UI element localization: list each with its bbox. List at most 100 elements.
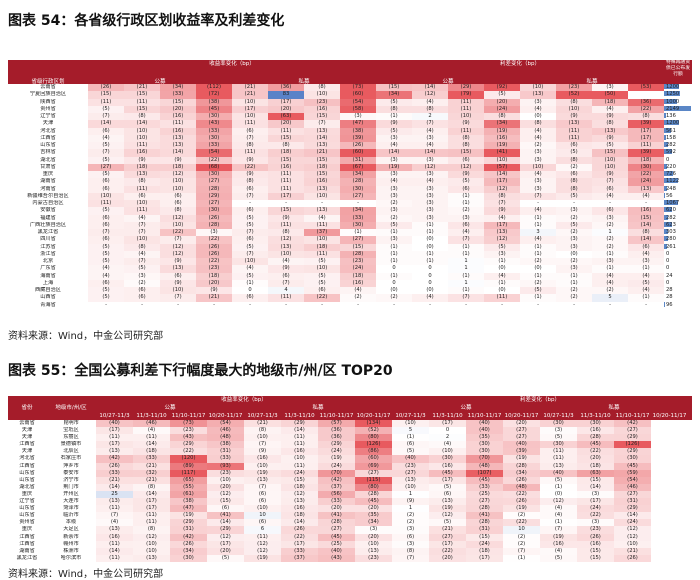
value-cell: (12) — [412, 91, 448, 99]
table-row: 黑龙江省 哈尔滨市 (11) (13) (30) (5) (19) (37) (43) (23)(… — [8, 554, 692, 562]
value-cell: (17) — [466, 554, 503, 562]
value-cell: (9) — [448, 171, 484, 179]
value-cell: (4) — [628, 287, 664, 295]
value-cell: (134) — [355, 420, 392, 428]
value-cell: (41) — [207, 512, 244, 520]
value-cell: (10) — [448, 113, 484, 121]
value-cell: (7) — [484, 200, 520, 208]
value-cell: (6) — [392, 533, 429, 541]
table-54-header: 收益率变化（bp） 利差变化（bp） 特殊再融资债已公布发行额 省级行政区划 公募 私募 公… — [8, 60, 692, 93]
value-cell: (16) — [281, 505, 318, 513]
special-bond-cell: 0 — [664, 280, 692, 287]
value-cell: (13) — [484, 229, 520, 237]
header-region-label: 省级行政区划 — [31, 79, 65, 85]
value-cell: (33) — [318, 498, 355, 506]
value-cell: (22) — [429, 547, 466, 555]
value-cell: (33) — [340, 214, 376, 222]
value-cell: (29) — [170, 441, 207, 449]
value-cell: (28) — [340, 250, 376, 258]
header-spread-change: 利差变化（bp） — [500, 61, 540, 67]
value-cell: (8) — [124, 243, 160, 251]
value-cell: (34) — [484, 120, 520, 128]
value-cell: (10) — [207, 476, 244, 484]
value-cell: (8) — [520, 120, 556, 128]
value-cell: (3) — [520, 98, 556, 106]
special-bond-bar — [664, 200, 678, 205]
value-cell: (50) — [592, 91, 628, 99]
value-cell: (15) — [281, 476, 318, 484]
table-row: 青海省 - - - - - - - - - - - - - - - - 96 — [8, 301, 692, 309]
value-cell: (17) — [628, 134, 664, 142]
value-cell: (1) — [520, 214, 556, 222]
value-cell: (40) — [466, 420, 503, 428]
header-period: 10/27-11/3 — [395, 413, 426, 419]
value-cell: (19) — [484, 142, 520, 150]
value-cell: (18) — [340, 272, 376, 280]
city-name: 荆门市 — [63, 483, 79, 490]
value-cell: (45) — [355, 498, 392, 506]
header-group-public: 公募 — [154, 79, 166, 85]
value-cell: (3) — [340, 113, 376, 121]
region-name: 广东省 — [40, 265, 56, 272]
special-bond-cell: 0 — [664, 265, 692, 272]
value-cell: (11) — [281, 434, 318, 442]
value-cell: (8) — [133, 483, 170, 491]
value-cell: (2) — [448, 207, 484, 215]
value-cell: (33) — [196, 127, 232, 135]
value-cell: (20) — [355, 533, 392, 541]
value-cell: (15) — [304, 171, 340, 179]
value-cell: 1 — [448, 279, 484, 287]
value-cell: (3) — [124, 272, 160, 280]
value-cell: (8) — [628, 113, 664, 121]
special-bond-bar — [664, 84, 679, 89]
value-cell: (17) — [133, 505, 170, 513]
table-row: 辽宁省 大连市 (13) (17) (38) (15) (6) (13) (33) (45) (9)… — [8, 498, 692, 506]
table-row: 重庆 大足区 (13) (8) (31) (29) 6 (26) (27) (3) (3) (21)(… — [8, 526, 692, 534]
value-cell: (20) — [160, 105, 196, 113]
value-cell: (2) — [556, 287, 592, 295]
value-cell: (26) — [196, 250, 232, 258]
value-cell: (11) — [96, 434, 133, 442]
region-name: 辽宁省 — [40, 113, 56, 119]
value-cell: (7) — [232, 229, 268, 237]
special-bond-cell: 0 — [664, 157, 692, 164]
table-row: 江西省 新余市 (16) (12) (42) (12) (11) (22) (45) (20) (6… — [8, 533, 692, 541]
value-cell: 1 — [448, 258, 484, 266]
value-cell: (17) — [484, 178, 520, 186]
figure-55-source: 资料来源：Wind，中金公司研究部 — [8, 569, 164, 580]
value-cell: (31) — [466, 526, 503, 534]
value-cell: (0) — [412, 287, 448, 295]
special-bond-bar — [664, 163, 667, 169]
value-cell: - — [357, 200, 359, 206]
value-cell: (2) — [376, 294, 412, 302]
value-cell: (8) — [244, 427, 281, 435]
value-cell: (4) — [340, 287, 376, 295]
special-bond-cell: 2149 — [664, 105, 692, 113]
value-cell: (21) — [232, 84, 268, 92]
value-cell: (34) — [340, 207, 376, 215]
value-cell: (26) — [503, 476, 540, 484]
value-cell: (1) — [484, 279, 520, 287]
city-name: 本级 — [65, 519, 77, 526]
value-cell: (9) — [160, 279, 196, 287]
value-cell: (57) — [484, 163, 520, 171]
value-cell: (37) — [281, 554, 318, 562]
value-cell: (29) — [318, 441, 355, 449]
special-bond-cell: 24 — [664, 273, 692, 280]
value-cell: (15) — [628, 214, 664, 222]
value-cell: - — [357, 301, 359, 308]
value-cell: (40) — [318, 547, 355, 555]
value-cell: (7) — [124, 258, 160, 266]
value-cell: 0 — [232, 287, 268, 295]
header-period: 11/3-11/10 — [432, 413, 463, 419]
header-row-2: 省份 地级市/州/区 公募 私募 公募 私募 — [8, 404, 692, 412]
region-name: 黑龙江省 — [37, 229, 59, 235]
value-cell: (16) — [124, 149, 160, 157]
header-period: 10/27-11/3 — [99, 413, 130, 419]
table-row: 重庆 (5) (13) (12) (30) (9) (11) (15) (34) (3) (3) (9… — [8, 171, 692, 179]
value-cell: (4) — [96, 519, 133, 527]
special-bond-value: 1200 — [666, 120, 680, 127]
value-cell: (14) — [577, 483, 614, 491]
value-cell: (16) — [628, 207, 664, 215]
value-cell: (12) — [281, 490, 318, 499]
